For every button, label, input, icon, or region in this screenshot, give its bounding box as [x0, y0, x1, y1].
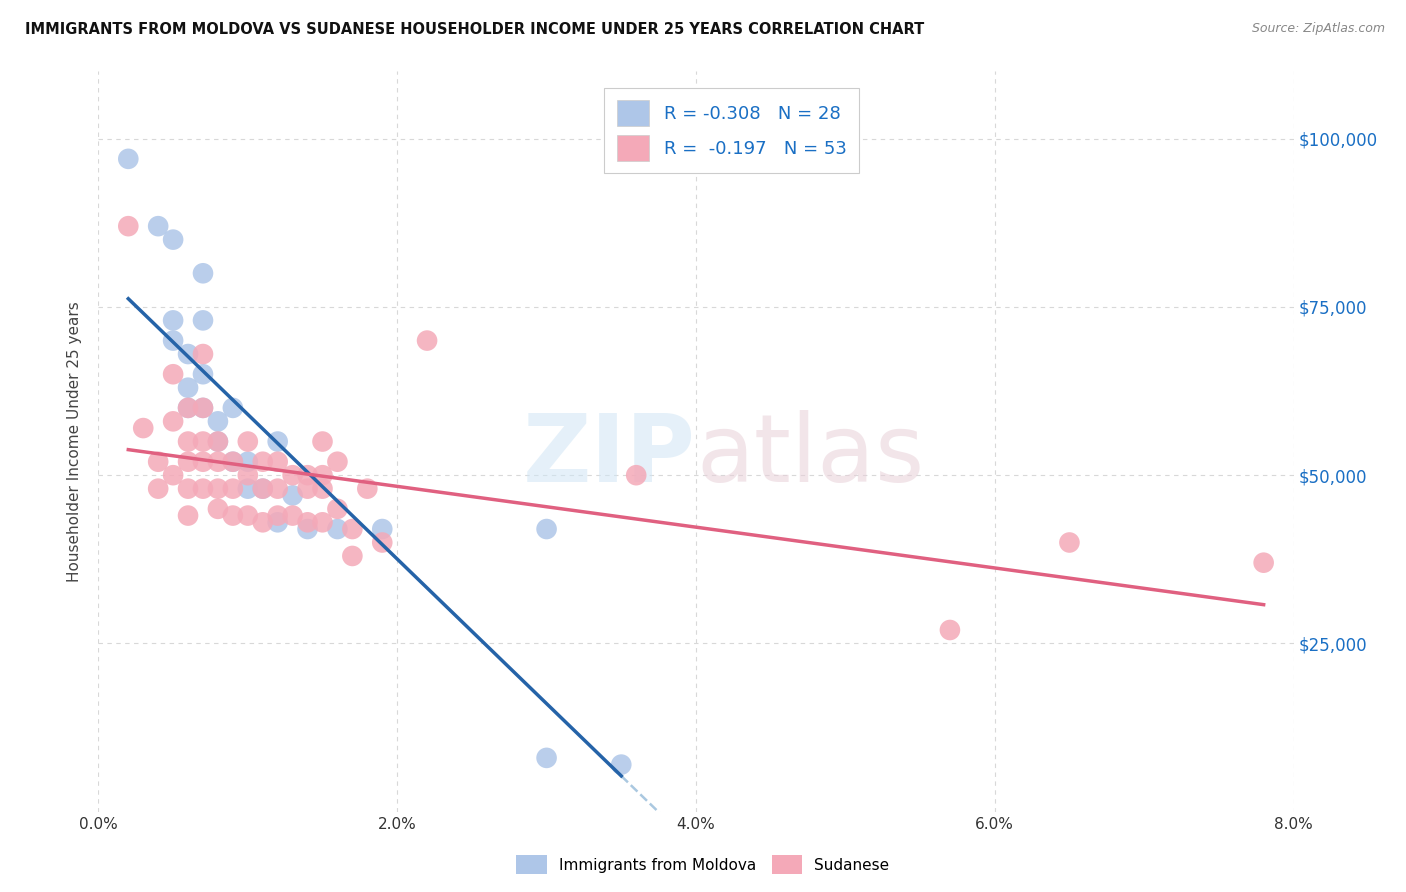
Point: [252, 482, 274, 496]
Point: [148, 455, 170, 469]
Point: [1253, 556, 1275, 570]
Point: [177, 381, 200, 395]
Point: [162, 334, 184, 348]
Point: [177, 401, 200, 415]
Point: [416, 334, 439, 348]
Point: [252, 455, 274, 469]
Point: [191, 434, 214, 449]
Text: IMMIGRANTS FROM MOLDOVA VS SUDANESE HOUSEHOLDER INCOME UNDER 25 YEARS CORRELATIO: IMMIGRANTS FROM MOLDOVA VS SUDANESE HOUS…: [25, 22, 925, 37]
Point: [207, 482, 229, 496]
Point: [191, 482, 214, 496]
Point: [177, 401, 200, 415]
Point: [236, 455, 259, 469]
Point: [162, 368, 184, 382]
Y-axis label: Householder Income Under 25 years: Householder Income Under 25 years: [67, 301, 83, 582]
Point: [222, 455, 245, 469]
Point: [191, 313, 214, 327]
Point: [191, 455, 214, 469]
Point: [311, 468, 333, 483]
Legend: Immigrants from Moldova, Sudanese: Immigrants from Moldova, Sudanese: [510, 849, 896, 880]
Point: [267, 482, 290, 496]
Point: [281, 488, 304, 502]
Point: [536, 751, 558, 765]
Point: [297, 516, 319, 530]
Point: [297, 482, 319, 496]
Point: [162, 233, 184, 247]
Point: [371, 522, 394, 536]
Point: [939, 623, 962, 637]
Point: [252, 482, 274, 496]
Point: [297, 522, 319, 536]
Point: [117, 219, 139, 234]
Point: [177, 482, 200, 496]
Point: [207, 501, 229, 516]
Point: [1059, 535, 1081, 549]
Point: [148, 219, 170, 234]
Text: atlas: atlas: [696, 410, 924, 502]
Point: [236, 482, 259, 496]
Point: [267, 516, 290, 530]
Point: [252, 516, 274, 530]
Point: [342, 549, 364, 563]
Point: [207, 455, 229, 469]
Legend: R = -0.308   N = 28, R =  -0.197   N = 53: R = -0.308 N = 28, R = -0.197 N = 53: [605, 87, 859, 173]
Point: [207, 414, 229, 428]
Point: [191, 266, 214, 280]
Point: [236, 468, 259, 483]
Point: [236, 434, 259, 449]
Point: [117, 152, 139, 166]
Point: [132, 421, 155, 435]
Text: Source: ZipAtlas.com: Source: ZipAtlas.com: [1251, 22, 1385, 36]
Point: [326, 455, 349, 469]
Point: [148, 482, 170, 496]
Point: [326, 522, 349, 536]
Point: [267, 434, 290, 449]
Point: [371, 535, 394, 549]
Point: [191, 347, 214, 361]
Point: [311, 516, 333, 530]
Point: [222, 455, 245, 469]
Point: [236, 508, 259, 523]
Point: [222, 508, 245, 523]
Point: [342, 522, 364, 536]
Point: [177, 455, 200, 469]
Point: [222, 482, 245, 496]
Point: [191, 401, 214, 415]
Point: [207, 434, 229, 449]
Point: [222, 401, 245, 415]
Point: [626, 468, 648, 483]
Point: [326, 501, 349, 516]
Point: [177, 434, 200, 449]
Point: [311, 482, 333, 496]
Point: [162, 313, 184, 327]
Point: [311, 434, 333, 449]
Point: [191, 401, 214, 415]
Point: [191, 368, 214, 382]
Point: [162, 468, 184, 483]
Point: [297, 468, 319, 483]
Point: [177, 508, 200, 523]
Point: [177, 347, 200, 361]
Point: [267, 455, 290, 469]
Text: ZIP: ZIP: [523, 410, 696, 502]
Point: [267, 508, 290, 523]
Point: [281, 508, 304, 523]
Point: [207, 434, 229, 449]
Point: [610, 757, 633, 772]
Point: [356, 482, 378, 496]
Point: [536, 522, 558, 536]
Point: [162, 414, 184, 428]
Point: [281, 468, 304, 483]
